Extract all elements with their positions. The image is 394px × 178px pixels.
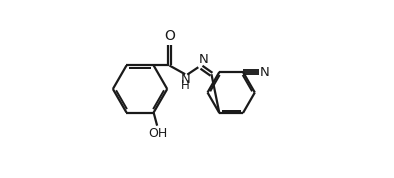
Text: N: N — [260, 66, 270, 78]
Text: OH: OH — [149, 127, 167, 140]
Text: N: N — [180, 73, 190, 86]
Text: H: H — [181, 79, 190, 92]
Text: O: O — [164, 29, 175, 43]
Text: N: N — [199, 53, 209, 66]
